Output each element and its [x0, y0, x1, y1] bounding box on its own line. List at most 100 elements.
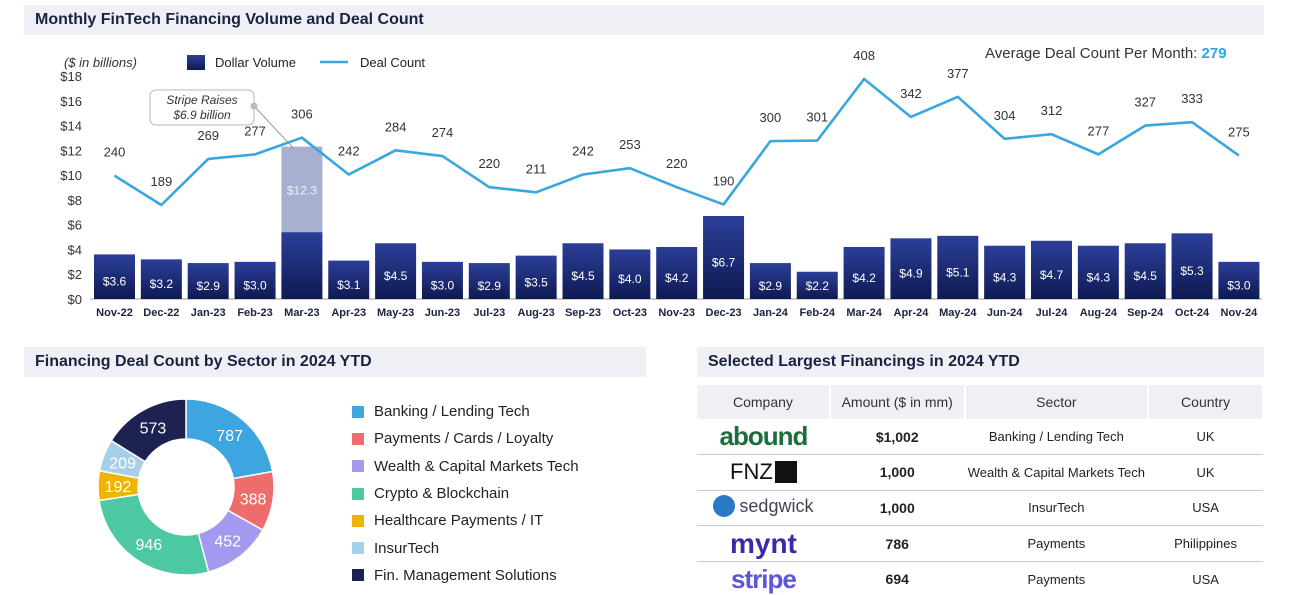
x-tick-label: Nov-24: [1221, 307, 1259, 319]
legend-item: InsurTech: [352, 534, 579, 561]
legend-label: InsurTech: [374, 539, 440, 557]
donut-slice-label: 388: [240, 491, 267, 508]
bar-value-label: $4.9: [899, 267, 923, 281]
x-tick-label: Feb-24: [800, 307, 836, 319]
bar: [1077, 245, 1119, 299]
bar-value-label: $4.3: [993, 270, 1017, 284]
deal-count-label: 277: [244, 123, 266, 138]
legend-label: Fin. Management Solutions: [374, 566, 557, 584]
x-tick-label: Jun-24: [987, 307, 1023, 319]
y-tick-label: $6: [68, 218, 82, 233]
deal-count-label: 275: [1228, 125, 1250, 140]
legend-swatch: [352, 432, 364, 445]
deal-count-label: 300: [760, 110, 782, 125]
country-cell: USA: [1148, 561, 1263, 595]
stripe-callout: Stripe Raises $6.9 billion: [149, 89, 295, 149]
y-tick-label: $10: [60, 168, 82, 183]
sector-cell: Payments: [964, 525, 1149, 562]
deal-count-label: 377: [947, 66, 969, 81]
deal-count-label: 408: [853, 48, 875, 63]
abound-logo: abound: [719, 421, 809, 452]
average-deal-count: Average Deal Count Per Month: 279: [985, 45, 1227, 62]
x-tick-label: Mar-24: [846, 307, 882, 319]
sector-cell: InsurTech: [964, 490, 1149, 527]
bar-value-label: $3.1: [337, 278, 361, 292]
bar-value-label: $4.0: [618, 272, 642, 286]
legend-swatch: [352, 460, 364, 473]
country-cell: UK: [1148, 454, 1263, 491]
bar-value-label: $4.2: [665, 271, 689, 285]
legend-swatch-volume: [187, 55, 205, 70]
x-tick-label: Jul-23: [473, 307, 505, 319]
bars: $3.6 $3.2 $2.9 $3.0 $12.3 $3.1 $4.5 $3.0 $2.9 $3.…: [94, 146, 1260, 299]
sector-cell: Banking / Lending Tech: [964, 419, 1149, 456]
bar: [703, 215, 745, 299]
stripe-logo: stripe: [731, 563, 797, 594]
bar-value-label: $4.7: [1040, 268, 1064, 282]
sector-cell: Payments: [964, 561, 1149, 595]
bar-value-label: $2.2: [806, 279, 830, 293]
bar: [749, 263, 791, 299]
y-tick-label: $12: [60, 143, 82, 158]
donut-slice-label: 573: [140, 421, 167, 438]
legend-label: Payments / Cards / Loyalty: [374, 430, 554, 448]
table-row: abound $1,002 Banking / Lending Tech UK: [697, 419, 1263, 456]
legend-swatch: [352, 487, 364, 500]
sector-legend: Banking / Lending Tech Payments / Cards /…: [352, 398, 579, 589]
bar-value-label: $3.0: [1227, 278, 1251, 292]
y-tick-label: $4: [68, 242, 82, 257]
bar-value-label: $3.6: [103, 275, 127, 289]
y-tick-label: $8: [68, 193, 82, 208]
sector-title: Financing Deal Count by Sector in 2024 Y…: [24, 347, 646, 377]
company-logo-cell: stripe: [697, 561, 830, 595]
deal-count-label: 190: [713, 173, 735, 188]
x-tick-label: Nov-22: [96, 307, 133, 319]
company-logo-cell: mynt: [697, 525, 830, 562]
bar-value-label: $12.3: [287, 183, 317, 197]
sector-cell: Wealth & Capital Markets Tech: [964, 454, 1149, 491]
deal-count-label: 220: [478, 156, 500, 171]
x-tick-label: Aug-24: [1080, 307, 1118, 319]
company-logo-cell: FNZ: [697, 454, 830, 491]
deal-count-label: 306: [291, 107, 313, 122]
bar-value-label: $3.0: [243, 278, 267, 292]
donut-slice: [110, 398, 187, 463]
deal-count-label: 274: [432, 125, 454, 140]
x-tick-label: Oct-23: [613, 307, 647, 319]
bar: [984, 245, 1026, 299]
legend-item: Fin. Management Solutions: [352, 562, 579, 589]
legend-swatch: [352, 542, 364, 555]
bar: [843, 246, 885, 299]
col-country: Country: [1148, 385, 1264, 419]
legend-item: Healthcare Payments / IT: [352, 507, 579, 534]
x-tick-label: Sep-23: [565, 307, 601, 319]
donut-slice-label: 946: [135, 537, 162, 554]
bar: [187, 263, 229, 299]
bar: [937, 235, 979, 299]
bar-value-label: $6.7: [712, 255, 736, 269]
x-tick-label: Jan-24: [753, 307, 789, 319]
table-row: FNZ 1,000 Wealth & Capital Markets Tech UK: [697, 454, 1263, 491]
x-tick-label: May-24: [939, 307, 977, 319]
y-tick-label: $16: [60, 94, 82, 109]
bar-value-label: $4.5: [384, 269, 408, 283]
country-cell: Philippines: [1148, 525, 1263, 562]
amount-cell: 1,000: [829, 454, 965, 491]
bar: [140, 259, 182, 299]
deal-count-label: 342: [900, 86, 922, 101]
fnz-logo: FNZ: [730, 459, 797, 485]
legend-swatch: [352, 514, 364, 527]
x-tick-label: Oct-24: [1175, 307, 1210, 319]
deal-count-label: 284: [385, 119, 407, 134]
deal-count-label: 253: [619, 137, 641, 152]
bar-value-label: $2.9: [759, 279, 783, 293]
bar: [328, 260, 370, 299]
bar-value-label: $4.3: [1087, 270, 1111, 284]
company-logo-cell: sedgwick: [697, 490, 830, 527]
bar: [421, 261, 463, 299]
x-tick-label: Jul-24: [1036, 307, 1069, 319]
volume-dealcount-chart: $0$2$4$6$8$10$12$14$16$18 $3.6 $3.2 $2.9 $3…: [60, 48, 1262, 319]
bar: [515, 255, 557, 299]
y-tick-label: $18: [60, 69, 82, 84]
